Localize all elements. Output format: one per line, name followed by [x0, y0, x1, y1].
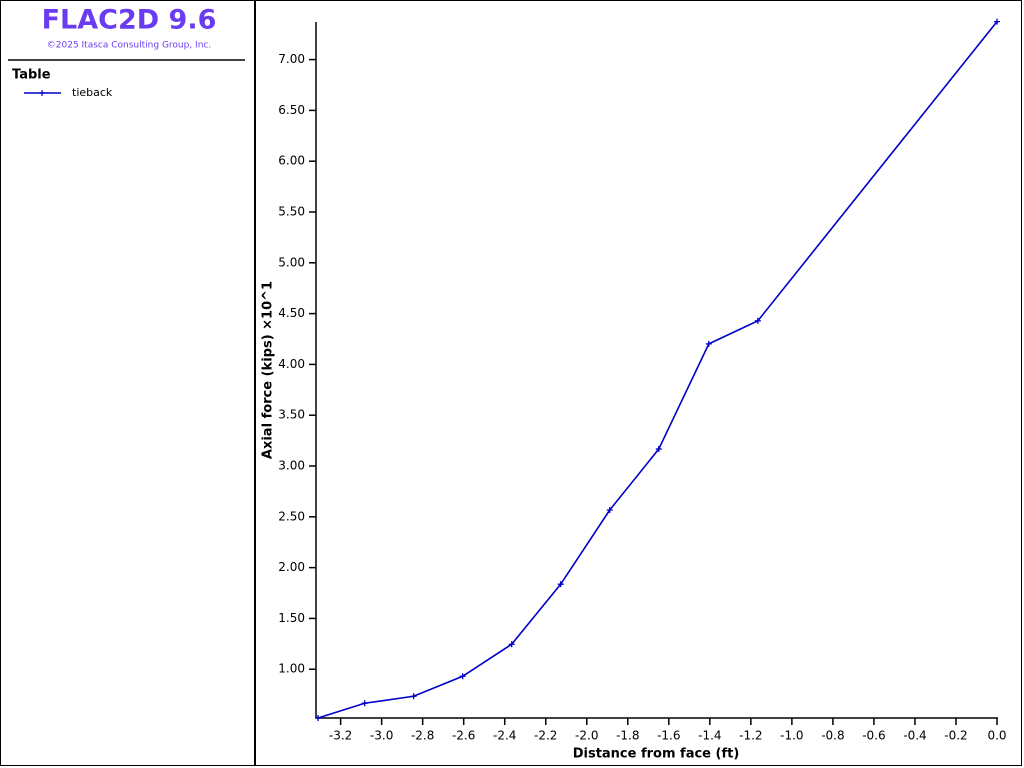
point-marker [994, 18, 1000, 25]
y-tick-label: 2.50 [278, 509, 305, 523]
x-tick-label: -3.0 [370, 729, 393, 743]
x-tick-label: -1.0 [780, 729, 803, 743]
point-marker [606, 507, 613, 514]
x-tick-label: -0.8 [821, 729, 844, 743]
legend-heading: Table [12, 68, 51, 83]
y-tick-label: 5.00 [278, 255, 305, 269]
point-marker [459, 673, 466, 680]
legend-sample [24, 90, 61, 96]
y-tick-label: 3.50 [278, 408, 305, 422]
copyright: ©2025 Itasca Consulting Group, Inc. [47, 41, 211, 51]
y-tick-label: 4.50 [278, 306, 305, 320]
point-marker [315, 715, 322, 721]
x-tick-label: -3.2 [329, 729, 352, 743]
y-tick-label: 5.50 [278, 205, 305, 219]
point-marker [705, 340, 712, 347]
x-tick-label: -0.4 [903, 729, 926, 743]
point-marker [557, 581, 564, 588]
x-axis-label: Distance from face (ft) [573, 747, 740, 762]
x-tick-label: -2.6 [452, 729, 475, 743]
x-tick-label: -1.4 [698, 729, 721, 743]
point-marker [410, 693, 417, 700]
x-tick-label: -0.2 [944, 729, 967, 743]
app-title: FLAC2D 9.6 [42, 5, 217, 36]
x-tick-label: -2.8 [411, 729, 434, 743]
y-tick-label: 3.00 [278, 459, 305, 473]
x-tick-label: -2.0 [575, 729, 598, 743]
x-tick-label: 0.0 [987, 729, 1006, 743]
x-tick-label: -2.2 [534, 729, 557, 743]
legend-marker [39, 90, 45, 96]
y-tick-label: 1.50 [278, 611, 305, 625]
x-tick-label: -0.6 [862, 729, 885, 743]
y-tick-label: 6.50 [278, 103, 305, 117]
y-tick-label: 7.00 [278, 52, 305, 66]
point-marker [655, 446, 662, 453]
y-tick-label: 4.00 [278, 357, 305, 371]
y-tick-label: 1.00 [278, 662, 305, 676]
x-tick-label: -1.8 [616, 729, 639, 743]
y-tick-label: 2.00 [278, 560, 305, 574]
legend-entry: tieback [72, 86, 113, 99]
x-tick-label: -2.4 [493, 729, 516, 743]
x-tick-label: -1.6 [657, 729, 680, 743]
x-tick-label: -1.2 [739, 729, 762, 743]
y-tick-label: 6.00 [278, 154, 305, 168]
point-marker [754, 317, 761, 324]
y-axis-label: Axial force (kips) ×10^1 [261, 281, 276, 459]
point-marker [508, 641, 515, 648]
point-marker [361, 700, 368, 707]
